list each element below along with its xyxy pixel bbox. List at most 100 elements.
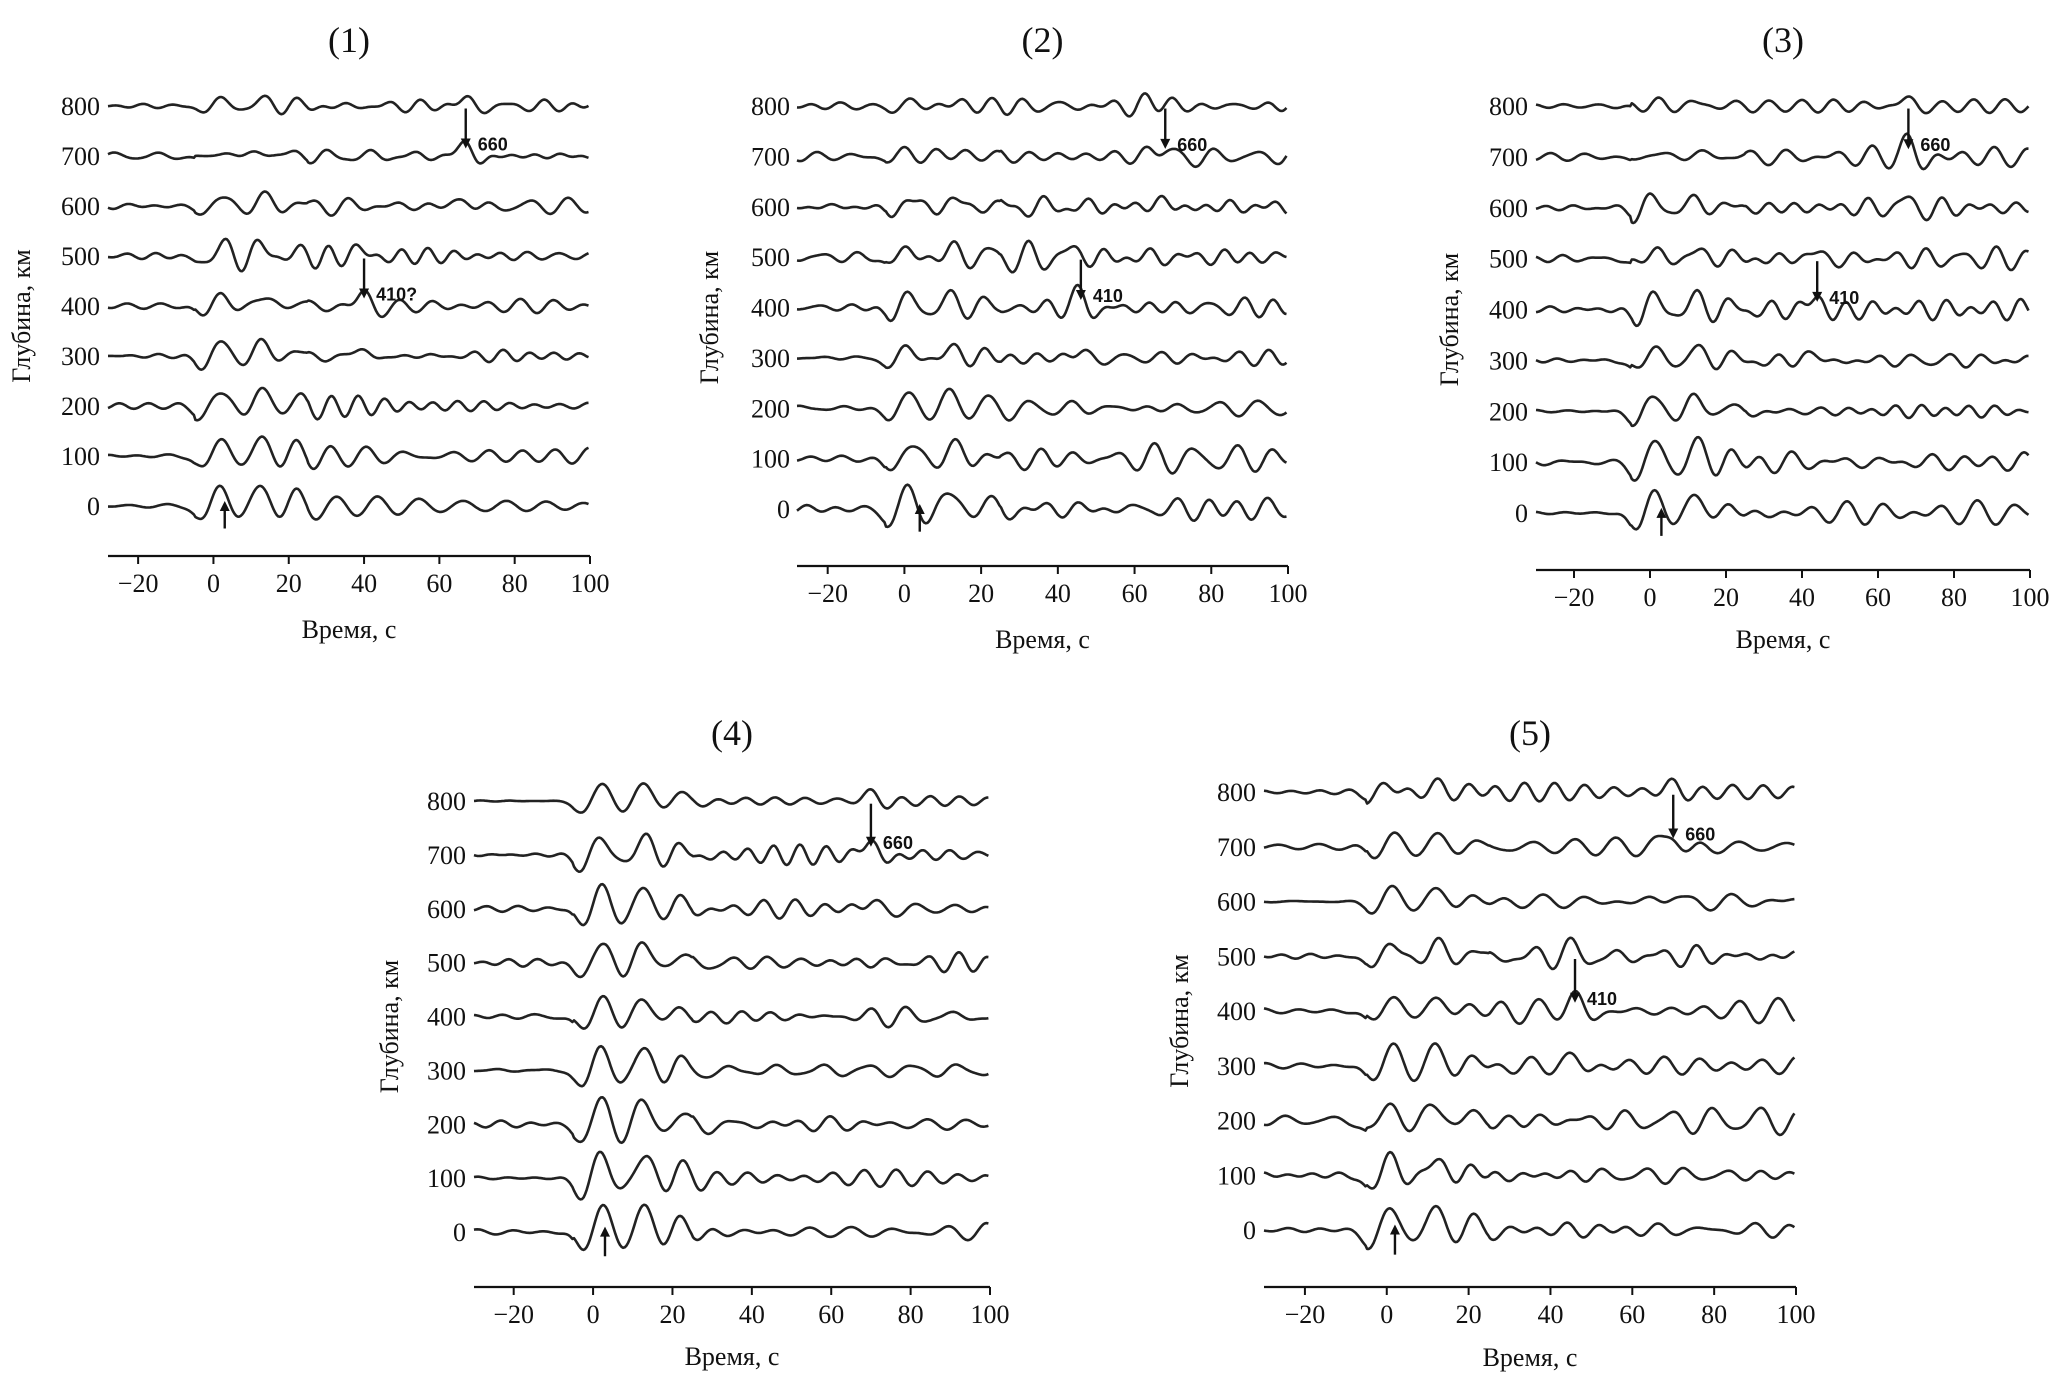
trace-depth-800	[796, 92, 1288, 118]
trace-depth-100	[796, 437, 1288, 475]
trace-depth-800	[1263, 777, 1795, 805]
annotation-label: 660	[1685, 825, 1715, 845]
trace-depth-600	[107, 190, 589, 217]
arrowhead-up-icon	[914, 503, 925, 514]
y-tick-label: 300	[61, 342, 100, 371]
x-tick-label: 20	[1713, 583, 1739, 612]
x-axis-label: Время, с	[685, 1342, 780, 1371]
x-tick-label: 20	[968, 579, 994, 608]
y-tick-label: 500	[1489, 245, 1528, 274]
panel-title: (1)	[328, 20, 370, 60]
trace-depth-600	[796, 194, 1288, 219]
x-tick-label: 80	[898, 1300, 924, 1329]
y-tick-label: 0	[777, 495, 790, 524]
x-tick-label: −20	[807, 579, 848, 608]
arrowhead-up-icon	[219, 501, 230, 511]
trace-depth-300	[797, 342, 1288, 370]
trace-depth-300	[1263, 1042, 1796, 1083]
x-tick-label: 0	[207, 569, 220, 598]
y-tick-label: 600	[751, 193, 790, 222]
x-tick-label: 60	[426, 569, 452, 598]
arrowhead-down-icon	[1075, 289, 1086, 300]
y-tick-label: 500	[61, 242, 100, 271]
trace-depth-100	[1263, 1150, 1795, 1190]
y-tick-label: 700	[1217, 833, 1256, 862]
y-tick-label: 0	[1243, 1216, 1256, 1245]
y-tick-label: 800	[61, 92, 100, 121]
y-tick-label: 400	[1489, 296, 1528, 325]
arrowhead-down-icon	[460, 138, 471, 149]
y-tick-label: 400	[1217, 997, 1256, 1026]
y-tick-label: 0	[87, 492, 100, 521]
annotation-label: 410	[1093, 286, 1123, 306]
y-tick-label: 400	[751, 294, 790, 323]
x-tick-label: 100	[571, 569, 610, 598]
annotation-label: 660	[478, 135, 508, 155]
y-tick-label: 700	[751, 142, 790, 171]
x-tick-label: 60	[818, 1300, 844, 1329]
annotation-label: 660	[1177, 135, 1207, 155]
arrowhead-up-icon	[1389, 1224, 1400, 1235]
trace-depth-0	[1535, 488, 2030, 531]
y-tick-label: 700	[1489, 143, 1528, 172]
annotation-label: 410	[1587, 989, 1617, 1009]
x-tick-label: 80	[502, 569, 528, 598]
trace-depth-700	[1535, 132, 2029, 171]
trace-depth-600	[473, 882, 989, 927]
trace-depth-500	[107, 237, 590, 273]
y-tick-label: 200	[427, 1110, 466, 1139]
y-axis-label: Глубина, км	[1435, 253, 1464, 386]
trace-depth-200	[1535, 392, 2029, 428]
trace-depth-400	[1263, 989, 1796, 1026]
arrowhead-down-icon	[359, 288, 370, 299]
trace-depth-500	[1263, 936, 1795, 971]
arrowhead-down-icon	[1668, 828, 1679, 839]
x-tick-label: −20	[493, 1300, 534, 1329]
annotation-label: 410	[1829, 288, 1859, 308]
y-tick-label: 200	[61, 392, 100, 421]
x-tick-label: 100	[1269, 579, 1308, 608]
x-tick-label: 20	[1456, 1300, 1482, 1329]
y-tick-label: 600	[427, 895, 466, 924]
x-tick-label: 0	[587, 1300, 600, 1329]
x-tick-label: 100	[1777, 1300, 1816, 1329]
x-axis-label: Время, с	[302, 615, 397, 644]
x-tick-label: 100	[971, 1300, 1010, 1329]
x-tick-label: 40	[351, 569, 377, 598]
panel-title: (2)	[1022, 20, 1064, 60]
x-tick-label: 0	[1380, 1300, 1393, 1329]
annotation-label: 660	[1920, 135, 1950, 155]
trace-depth-0	[108, 484, 589, 521]
arrowhead-down-icon	[1160, 138, 1171, 149]
x-tick-label: 40	[1537, 1300, 1563, 1329]
y-tick-label: 600	[1217, 888, 1256, 917]
x-axis-label: Время, с	[1736, 625, 1831, 654]
trace-depth-0	[796, 483, 1287, 529]
y-tick-label: 300	[1489, 346, 1528, 375]
x-tick-label: 0	[1644, 583, 1657, 612]
trace-depth-0	[1263, 1204, 1796, 1251]
x-tick-label: 0	[898, 579, 911, 608]
y-tick-label: 500	[1217, 942, 1256, 971]
trace-depth-500	[473, 941, 989, 979]
trace-depth-400	[473, 994, 989, 1030]
trace-depth-400	[796, 283, 1287, 323]
y-tick-label: 0	[453, 1218, 466, 1247]
x-tick-label: −20	[1285, 1300, 1326, 1329]
y-tick-label: 200	[1217, 1107, 1256, 1136]
trace-depth-400	[1535, 288, 2030, 328]
y-tick-label: 100	[1217, 1161, 1256, 1190]
y-axis-label: Глубина, км	[1165, 954, 1194, 1087]
x-tick-label: 80	[1701, 1300, 1727, 1329]
x-tick-label: 20	[276, 569, 302, 598]
x-tick-label: 80	[1198, 579, 1224, 608]
y-tick-label: 300	[427, 1056, 466, 1085]
y-tick-label: 100	[751, 445, 790, 474]
x-tick-label: 100	[2011, 583, 2050, 612]
x-axis-label: Время, с	[995, 625, 1090, 654]
trace-depth-800	[1535, 95, 2030, 115]
